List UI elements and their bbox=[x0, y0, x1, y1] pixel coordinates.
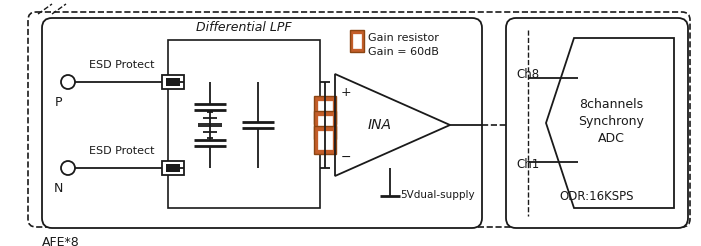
FancyBboxPatch shape bbox=[42, 18, 482, 228]
Bar bbox=[353, 34, 361, 48]
Text: INA: INA bbox=[368, 118, 392, 132]
Text: ODR:16KSPS: ODR:16KSPS bbox=[560, 189, 634, 202]
FancyBboxPatch shape bbox=[506, 18, 688, 228]
Text: 8channels: 8channels bbox=[579, 98, 643, 111]
Bar bbox=[318, 101, 332, 119]
Text: Ch1: Ch1 bbox=[516, 158, 539, 171]
Bar bbox=[318, 116, 332, 134]
Text: Synchrony: Synchrony bbox=[578, 116, 644, 128]
Bar bbox=[166, 78, 180, 86]
Text: N: N bbox=[53, 182, 62, 195]
Text: Ch8: Ch8 bbox=[516, 68, 539, 81]
Text: P: P bbox=[54, 96, 62, 109]
Text: +: + bbox=[341, 86, 352, 99]
Text: AFE*8: AFE*8 bbox=[42, 236, 80, 246]
Bar bbox=[162, 75, 184, 89]
Bar bbox=[168, 40, 320, 208]
Text: ADC: ADC bbox=[597, 133, 625, 145]
Bar bbox=[318, 131, 332, 149]
Text: Differential LPF: Differential LPF bbox=[196, 21, 292, 34]
Bar bbox=[166, 164, 180, 172]
Text: 5Vdual-supply: 5Vdual-supply bbox=[400, 190, 475, 200]
Text: Gain resistor: Gain resistor bbox=[368, 33, 439, 43]
Bar bbox=[314, 111, 336, 139]
Bar bbox=[314, 96, 336, 124]
Text: −: − bbox=[341, 151, 351, 164]
Bar bbox=[162, 161, 184, 175]
Bar bbox=[314, 126, 336, 154]
Text: ESD Protect: ESD Protect bbox=[89, 60, 155, 70]
Text: ESD Protect: ESD Protect bbox=[89, 146, 155, 156]
Bar bbox=[350, 30, 364, 52]
Text: Gain = 60dB: Gain = 60dB bbox=[368, 47, 439, 57]
